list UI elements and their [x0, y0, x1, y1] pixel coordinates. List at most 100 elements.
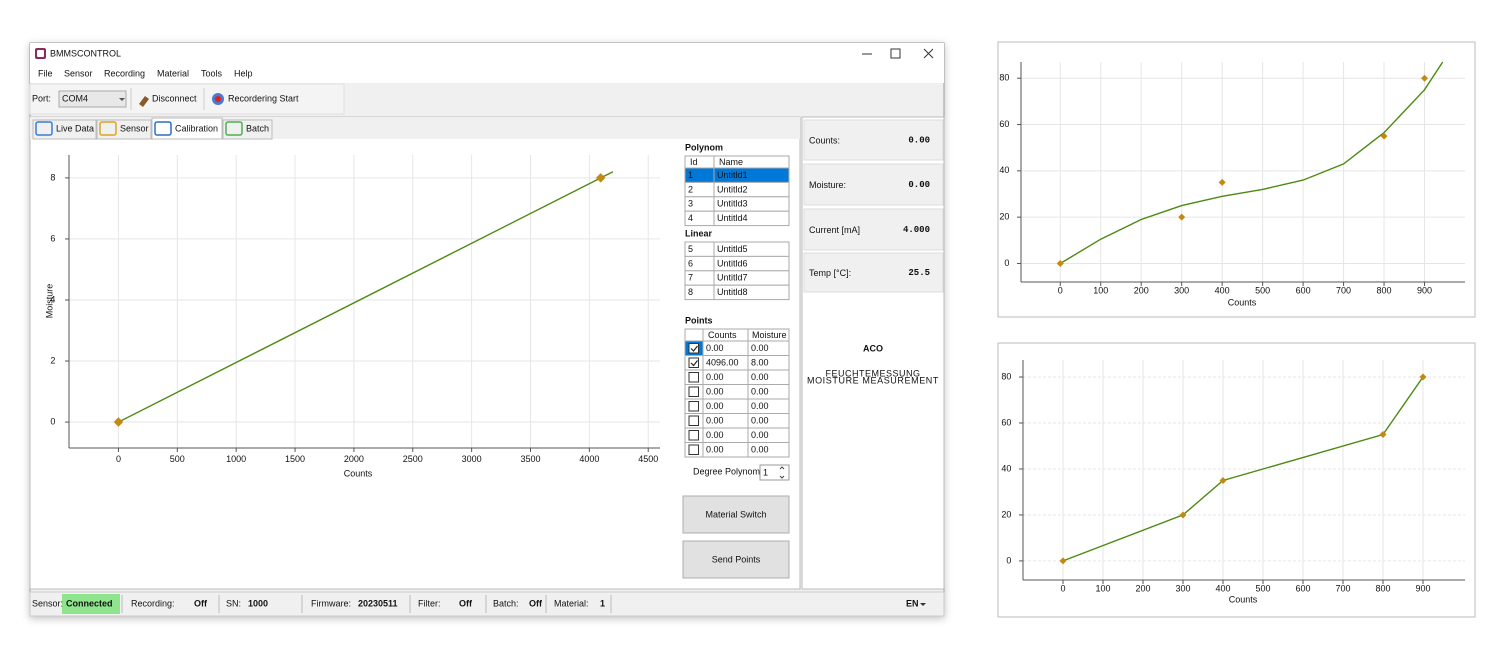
x-axis-label: Counts — [1229, 594, 1258, 604]
series-line — [118, 171, 614, 423]
menu-item[interactable]: Tools — [201, 68, 223, 78]
data-point — [113, 417, 124, 427]
table-row[interactable] — [684, 284, 790, 301]
status-label: Firmware: — [311, 598, 351, 608]
checkbox[interactable] — [688, 386, 699, 397]
chart-frame — [997, 41, 1476, 318]
tab[interactable] — [151, 117, 223, 140]
checkbox[interactable] — [688, 444, 699, 455]
data-point — [1179, 511, 1187, 519]
x-tick-label: 800 — [1377, 285, 1392, 295]
language[interactable]: EN — [906, 598, 919, 608]
menu-item[interactable]: File — [38, 68, 53, 78]
row-name: Untitld6 — [717, 258, 748, 268]
degree-spinner[interactable] — [759, 464, 790, 481]
y-tick-label: 6 — [50, 233, 55, 243]
checkbox[interactable] — [688, 343, 699, 354]
disconnect-button[interactable]: Disconnect — [152, 93, 197, 103]
record-button[interactable]: Recordering Start — [228, 93, 299, 103]
data-point — [1421, 74, 1429, 82]
maximize-button[interactable] — [890, 48, 901, 59]
status-label: Filter: — [418, 598, 441, 608]
tab-label: Live Data — [56, 123, 94, 133]
menu-item[interactable]: Sensor — [64, 68, 93, 78]
record-icon-dot — [215, 96, 221, 102]
x-tick-label: 400 — [1215, 285, 1230, 295]
x-tick-label: 700 — [1336, 285, 1351, 295]
y-tick-label: 80 — [1001, 371, 1011, 381]
column-header: Counts — [708, 330, 737, 340]
cell-moisture: 0.00 — [751, 372, 769, 382]
checkbox[interactable] — [688, 357, 699, 368]
menu-item[interactable]: Help — [234, 68, 253, 78]
table-row — [684, 384, 790, 400]
cell-moisture: 0.00 — [751, 445, 769, 455]
reading-box — [803, 163, 944, 206]
x-tick-label: 2500 — [403, 454, 423, 464]
data-point — [1380, 132, 1388, 140]
row-name: Untitld8 — [717, 287, 748, 297]
x-tick-label: 2000 — [344, 454, 364, 464]
row-id: 7 — [688, 273, 693, 283]
y-tick-label: 80 — [999, 73, 1009, 83]
data-point — [1218, 178, 1226, 186]
x-tick-label: 900 — [1415, 583, 1430, 593]
y-tick-label: 8 — [50, 172, 55, 182]
x-tick-label: 500 — [170, 454, 185, 464]
cell-moisture: 8.00 — [751, 358, 769, 368]
y-tick-label: 20 — [999, 212, 1009, 222]
checkmark — [690, 345, 698, 352]
data-point — [1056, 259, 1064, 267]
reading-label: Moisture: — [809, 180, 846, 190]
status-value: Connected — [66, 598, 113, 608]
tab-label: Batch — [246, 123, 269, 133]
y-tick-label: 0 — [1004, 258, 1009, 268]
port-value: COM4 — [62, 93, 88, 103]
checkbox[interactable] — [688, 372, 699, 383]
status-label: Batch: — [493, 598, 519, 608]
row-name: Untitld2 — [717, 184, 748, 194]
language-arrow — [920, 603, 926, 606]
checkbox[interactable] — [688, 415, 699, 426]
row-id: 2 — [688, 184, 693, 194]
table-row[interactable] — [684, 210, 790, 227]
x-tick-label: 3500 — [520, 454, 540, 464]
x-tick-label: 3000 — [462, 454, 482, 464]
reading-label: Temp [°C]: — [809, 268, 851, 278]
button[interactable] — [682, 540, 790, 579]
status-label: Material: — [554, 598, 589, 608]
port-combo[interactable] — [58, 90, 127, 108]
cell-moisture: 0.00 — [751, 416, 769, 426]
reading-value: 25.5 — [908, 268, 930, 278]
reading-value: 0.00 — [908, 135, 930, 145]
x-axis-label: Counts — [344, 468, 373, 478]
table-row — [684, 369, 790, 385]
cell-counts: 0.00 — [706, 445, 724, 455]
spinner-arrows — [779, 466, 785, 479]
x-tick-label: 4500 — [638, 454, 658, 464]
x-tick-label: 600 — [1296, 285, 1311, 295]
row-name: Untitld5 — [717, 244, 748, 254]
button[interactable] — [682, 495, 790, 534]
menu-item[interactable]: Recording — [104, 68, 145, 78]
status-label: SN: — [226, 598, 241, 608]
tab-icon — [154, 121, 172, 136]
status-value: Off — [529, 598, 543, 608]
table-row — [684, 427, 790, 443]
x-tick-label: 1000 — [226, 454, 246, 464]
menu-item[interactable]: Material — [157, 68, 189, 78]
table-title: Polynom — [685, 142, 723, 152]
y-tick-label: 40 — [999, 165, 1009, 175]
table-title: Points — [685, 315, 713, 325]
x-tick-label: 200 — [1134, 285, 1149, 295]
status-value: 1 — [600, 598, 605, 608]
checkbox[interactable] — [688, 430, 699, 441]
row-id: 6 — [688, 258, 693, 268]
checkbox[interactable] — [688, 401, 699, 412]
close-button[interactable] — [923, 48, 934, 59]
row-id: 8 — [688, 287, 693, 297]
status-value: 1000 — [248, 598, 268, 608]
cell-counts: 0.00 — [706, 387, 724, 397]
logo-line2: MOISTURE MEASUREMENT — [807, 375, 939, 385]
connected-indicator — [62, 594, 120, 614]
